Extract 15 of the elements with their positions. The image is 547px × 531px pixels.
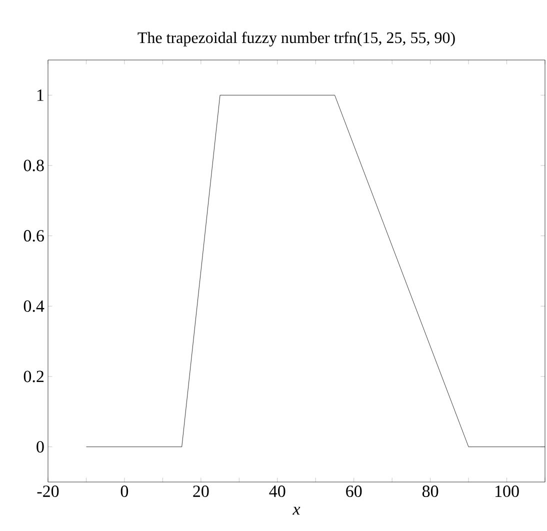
x-tick-label: 40 xyxy=(269,486,286,498)
y-tick-label: 0.2 xyxy=(24,370,44,382)
x-tick-label: -20 xyxy=(37,486,59,498)
y-tick-label: 0 xyxy=(36,441,44,453)
y-tick-label: 0.4 xyxy=(24,300,44,312)
y-tick-label: 0.6 xyxy=(24,230,44,242)
x-tick-label: 20 xyxy=(193,486,209,498)
x-tick-label: 80 xyxy=(422,486,438,498)
x-axis-title: x xyxy=(292,506,300,515)
y-tick-label: 1 xyxy=(37,90,44,101)
y-tick-label: 0.8 xyxy=(24,160,44,172)
x-tick-label: 100 xyxy=(496,486,519,498)
x-tick-label: 0 xyxy=(120,486,128,498)
x-tick-label: 60 xyxy=(346,486,362,498)
chart-title: The trapezoidal fuzzy number trfn(15, 25, 55, 90) xyxy=(138,32,455,46)
